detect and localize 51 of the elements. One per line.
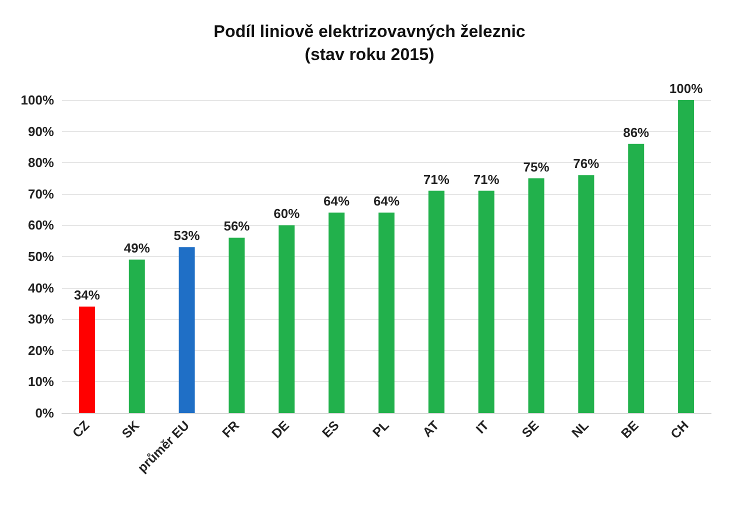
x-tick-label: SK xyxy=(118,417,143,442)
x-tick-label: SE xyxy=(518,417,542,441)
data-label: 34% xyxy=(74,288,100,303)
y-tick-label: 0% xyxy=(35,406,54,420)
data-label: 64% xyxy=(373,194,400,209)
bar xyxy=(528,178,544,413)
x-tick-label: DE xyxy=(268,417,292,442)
x-tick-label: ES xyxy=(319,417,342,441)
data-label: 60% xyxy=(274,206,300,222)
data-label: 56% xyxy=(224,218,250,234)
bar xyxy=(478,190,494,413)
y-tick-label: 50% xyxy=(28,249,54,264)
chart-title: Podíl liniově elektrizovavných železnic xyxy=(214,22,526,41)
bar xyxy=(178,247,195,413)
bar xyxy=(428,190,444,413)
bar xyxy=(328,212,345,413)
bar xyxy=(78,306,95,413)
bar xyxy=(578,175,594,413)
x-tick-label: CH xyxy=(667,418,692,442)
bar xyxy=(278,225,295,413)
data-label: 71% xyxy=(473,172,500,187)
data-label: 71% xyxy=(423,172,450,187)
data-label: 100% xyxy=(669,81,704,96)
x-tick-label: CZ xyxy=(69,418,92,441)
y-tick-label: 70% xyxy=(28,186,54,202)
data-label: 64% xyxy=(324,194,350,209)
x-tick-label: IT xyxy=(472,418,492,436)
bar xyxy=(628,144,644,413)
y-tick-label: 30% xyxy=(28,312,54,327)
chart-subtitle: (stav roku 2015) xyxy=(304,45,434,64)
y-tick-label: 90% xyxy=(28,124,54,139)
x-tick-label: PL xyxy=(369,418,392,440)
y-tick-label: 100% xyxy=(20,92,54,108)
bar xyxy=(378,212,394,413)
data-label: 49% xyxy=(124,240,150,256)
data-label: 75% xyxy=(523,159,550,174)
x-tick-label: BE xyxy=(618,417,642,442)
y-tick-label: 10% xyxy=(28,374,54,390)
bar xyxy=(678,100,694,413)
x-tick-label: FR xyxy=(219,417,242,441)
bar xyxy=(128,260,145,413)
data-label: 53% xyxy=(174,228,200,244)
data-label: 86% xyxy=(623,124,650,140)
y-tick-label: 80% xyxy=(28,155,54,170)
data-label: 76% xyxy=(573,156,600,172)
x-tick-label: NL xyxy=(568,418,592,441)
y-tick-label: 60% xyxy=(28,218,54,233)
y-tick-label: 40% xyxy=(28,280,54,296)
y-tick-label: 20% xyxy=(28,342,54,358)
bar xyxy=(228,238,245,413)
x-tick-label: AT xyxy=(420,418,442,440)
